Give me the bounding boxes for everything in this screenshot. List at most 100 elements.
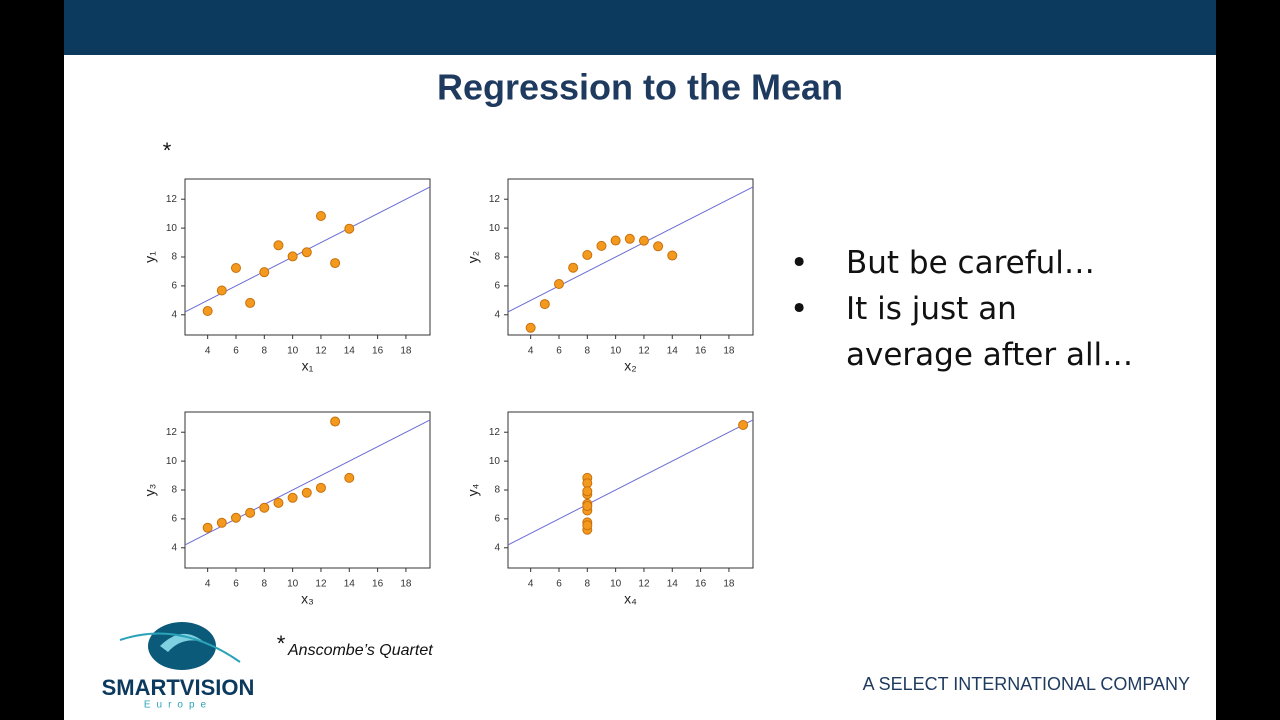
bullet: It is just an average after all… — [790, 286, 1146, 378]
x-tick-label: 10 — [287, 579, 299, 590]
header-band — [64, 0, 1216, 55]
x-tick-label: 6 — [556, 579, 562, 590]
y-tick-label: 10 — [166, 456, 178, 467]
y-tick-label: 6 — [494, 281, 500, 292]
x-tick-label: 12 — [315, 346, 327, 357]
logo-emblem — [148, 622, 216, 670]
x-axis-label: x₄ — [624, 591, 637, 607]
point — [582, 249, 593, 260]
asterisk: * — [163, 138, 172, 163]
x-tick-label: 12 — [638, 346, 650, 357]
y-tick-label: 6 — [494, 514, 500, 525]
x-axis-label: x₁ — [302, 358, 314, 374]
y-tick-label: 6 — [171, 281, 177, 292]
point — [245, 297, 256, 308]
point — [344, 472, 355, 483]
x-tick-label: 18 — [723, 346, 735, 357]
point — [638, 235, 649, 246]
y-tick-label: 12 — [489, 194, 501, 205]
x-tick-label: 6 — [233, 346, 239, 357]
y-tick-label: 6 — [171, 514, 177, 525]
x-tick-label: 14 — [344, 346, 356, 357]
y-tick-label: 10 — [489, 456, 501, 467]
point — [525, 322, 536, 333]
x-tick-label: 16 — [372, 346, 384, 357]
logo-name: SMARTVISION — [102, 675, 255, 700]
y-tick-label: 8 — [494, 485, 500, 496]
x-tick-label: 18 — [400, 346, 412, 357]
x-tick-label: 4 — [205, 346, 211, 357]
point — [667, 250, 678, 261]
slide-title: Regression to the Mean — [437, 67, 843, 108]
y-tick-label: 4 — [171, 542, 177, 553]
point — [273, 240, 284, 251]
y-tick-label: 8 — [171, 252, 177, 263]
x-tick-label: 14 — [667, 346, 679, 357]
point — [287, 251, 298, 262]
x-tick-label: 4 — [528, 346, 534, 357]
x-tick-label: 10 — [610, 579, 622, 590]
plot-frame — [507, 411, 754, 569]
x-tick-label: 8 — [262, 579, 268, 590]
x-tick-label: 18 — [400, 579, 412, 590]
company-tagline: A SELECT INTERNATIONAL COMPANY — [863, 674, 1190, 694]
y-tick-label: 12 — [166, 427, 178, 438]
footnote: Anscombe’s Quartet — [287, 642, 433, 659]
point — [202, 306, 213, 317]
y-axis-label: y₄ — [465, 483, 481, 496]
y-tick-label: 4 — [494, 542, 500, 553]
x-tick-label: 6 — [233, 579, 239, 590]
point — [330, 416, 341, 427]
point — [653, 241, 664, 252]
y-tick-label: 12 — [166, 194, 178, 205]
point — [315, 210, 326, 221]
point — [301, 247, 312, 258]
x-tick-label: 4 — [528, 579, 534, 590]
point — [344, 223, 355, 234]
point — [230, 512, 241, 523]
x-tick-label: 16 — [695, 346, 707, 357]
point — [230, 262, 241, 273]
y-tick-label: 12 — [489, 427, 501, 438]
x-tick-label: 4 — [205, 579, 211, 590]
point — [624, 233, 635, 244]
y-tick-label: 10 — [166, 223, 178, 234]
y-tick-label: 8 — [494, 252, 500, 263]
x-tick-label: 12 — [315, 579, 327, 590]
point — [582, 520, 593, 531]
y-tick-label: 8 — [171, 485, 177, 496]
y-tick-label: 4 — [171, 309, 177, 320]
y-tick-label: 4 — [494, 309, 500, 320]
point — [582, 501, 593, 512]
footnote-mark: * — [277, 631, 286, 656]
x-tick-label: 16 — [372, 579, 384, 590]
y-axis-label: y₂ — [465, 251, 481, 263]
x-tick-label: 8 — [262, 346, 268, 357]
logo-sub: Europe — [144, 700, 212, 711]
y-axis-label: y₁ — [142, 251, 158, 263]
x-tick-label: 16 — [695, 579, 707, 590]
point — [259, 267, 270, 278]
point — [610, 235, 621, 246]
y-axis-label: y₃ — [142, 484, 158, 497]
fit-line — [507, 186, 754, 313]
x-axis-label: x₃ — [301, 591, 314, 607]
x-tick-label: 8 — [585, 346, 591, 357]
fit-line — [507, 419, 754, 546]
x-tick-label: 14 — [667, 579, 679, 590]
point — [216, 517, 227, 528]
point — [553, 279, 564, 290]
point — [330, 258, 341, 269]
point — [315, 482, 326, 493]
bullet: But be careful… — [790, 240, 1146, 286]
x-tick-label: 10 — [610, 346, 622, 357]
y-tick-label: 10 — [489, 223, 501, 234]
plot-frame — [507, 178, 754, 336]
point — [568, 262, 579, 273]
point — [596, 240, 607, 251]
